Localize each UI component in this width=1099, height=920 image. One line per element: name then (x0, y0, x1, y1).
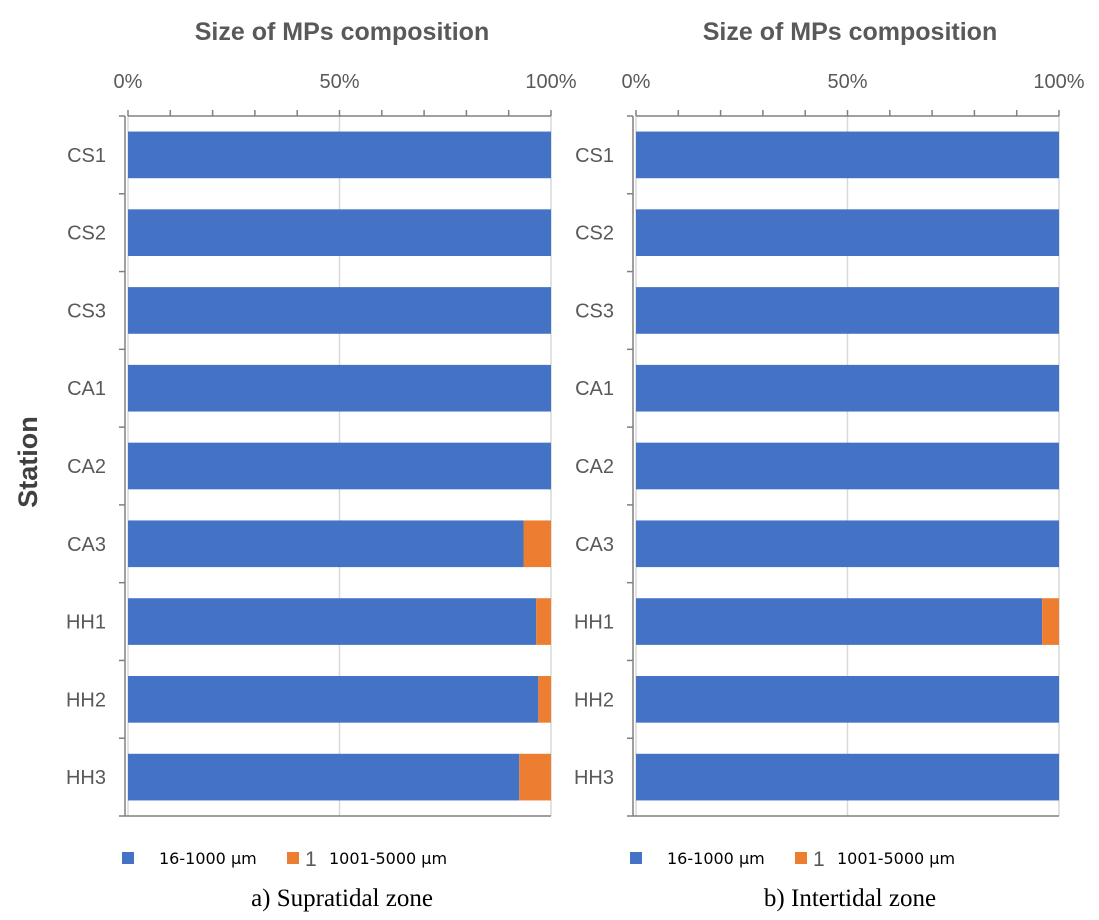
x-tick-label: 50% (319, 71, 359, 93)
bar-large-size (523, 520, 551, 568)
x-tick-label: 50% (827, 71, 867, 93)
bar-small-size (128, 520, 524, 568)
category-label: HH2 (66, 689, 106, 711)
bar-small-size (636, 520, 1059, 568)
bar-small-size (636, 598, 1043, 645)
category-label: CS3 (575, 300, 614, 322)
category-label: CS2 (575, 223, 614, 245)
legend-label-small-size: 16-1000 µm (159, 849, 257, 868)
legend-extra-label: 1 (813, 848, 825, 871)
bar-large-size (519, 753, 551, 801)
category-label: HH1 (66, 612, 106, 634)
x-tick-label: 100% (1033, 71, 1084, 93)
bar-large-size (536, 598, 551, 645)
category-label: HH1 (574, 612, 614, 634)
bar-small-size (128, 676, 539, 723)
x-tick-label: 100% (525, 71, 576, 93)
x-tick-label: 0% (114, 71, 143, 93)
bar-small-size (636, 131, 1059, 179)
bar-small-size (636, 209, 1059, 256)
category-label: HH2 (574, 689, 614, 711)
category-label: CA2 (575, 456, 614, 478)
chart-title: Size of MPs composition (703, 18, 997, 46)
panel-caption: b) Intertidal zone (764, 885, 936, 912)
category-label: CA2 (67, 456, 106, 478)
category-label: CS1 (67, 145, 106, 167)
chart-title: Size of MPs composition (195, 18, 489, 46)
bar-small-size (128, 442, 551, 490)
legend-swatch-small-size (122, 852, 134, 864)
legend-swatch-small-size (630, 852, 642, 864)
panel-supratidal: Size of MPs composition 0% 50% 100% CS1 CS2 CS… (66, 18, 577, 912)
bar-small-size (128, 287, 551, 334)
panel-caption: a) Supratidal zone (251, 885, 433, 912)
legend-label-small-size: 16-1000 µm (667, 849, 765, 868)
category-label: CS1 (575, 145, 614, 167)
legend-label-large-size: 1001-5000 µm (329, 849, 447, 868)
bar-small-size (128, 209, 551, 256)
panel-intertidal: Size of MPs composition 0% 50% 100% CS1 CS2 CS… (574, 18, 1085, 912)
bar-small-size (636, 442, 1059, 490)
legend-swatch-large-size (287, 852, 299, 864)
category-label: CA3 (67, 534, 106, 556)
y-axis-label: Station (13, 416, 43, 508)
bar-small-size (128, 131, 551, 179)
legend-label-large-size: 1001-5000 µm (837, 849, 955, 868)
legend-extra-label: 1 (305, 848, 317, 871)
bar-small-size (128, 753, 520, 801)
category-label: HH3 (66, 767, 106, 789)
bar-large-size (1042, 598, 1059, 645)
bar-small-size (636, 753, 1059, 801)
bar-large-size (538, 676, 551, 723)
category-label: HH3 (574, 767, 614, 789)
category-label: CA1 (67, 378, 106, 400)
bar-small-size (636, 676, 1059, 723)
legend-swatch-large-size (795, 852, 807, 864)
category-label: CA3 (575, 534, 614, 556)
bar-small-size (128, 598, 537, 645)
x-tick-label: 0% (622, 71, 651, 93)
category-label: CS2 (67, 223, 106, 245)
category-label: CA1 (575, 378, 614, 400)
category-label: CS3 (67, 300, 106, 322)
bar-small-size (636, 287, 1059, 334)
bar-small-size (636, 364, 1059, 412)
bar-small-size (128, 364, 551, 412)
